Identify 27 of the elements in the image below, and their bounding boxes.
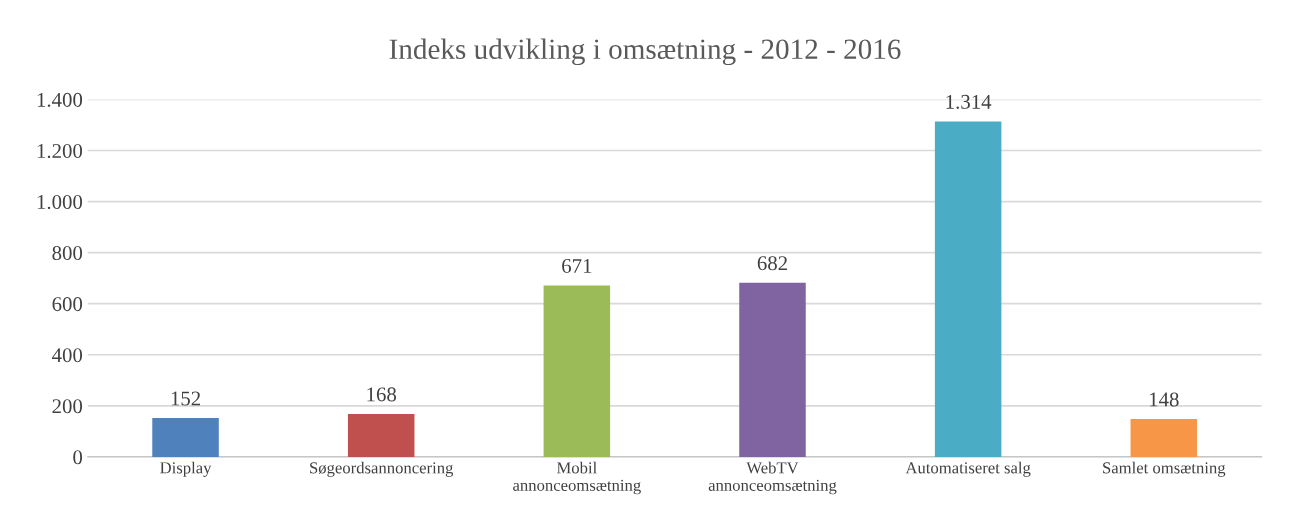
bar: [543, 285, 611, 457]
data-label: 168: [367, 387, 397, 402]
data-label: 1.314: [946, 94, 992, 109]
bar: [347, 413, 415, 457]
x-tick-label: Samlet omsætning: [1103, 461, 1226, 477]
y-tick-label: 200: [52, 399, 83, 414]
bar: [152, 418, 219, 457]
y-tick-label: 1.000: [37, 194, 83, 210]
bar: [1130, 419, 1198, 457]
data-label: 148: [1150, 392, 1179, 407]
y-tick-label: 400: [52, 348, 83, 363]
y-tick-label: 800: [52, 246, 83, 261]
y-tick-label: 0: [73, 450, 83, 465]
data-label: 671: [562, 259, 592, 273]
x-tick-label: Display: [160, 461, 212, 477]
bar: [739, 282, 806, 457]
y-tick-label: 600: [52, 297, 83, 312]
data-label: 152: [171, 391, 201, 406]
x-tick-label: Mobil annonceomsætning: [513, 461, 641, 495]
y-tick-label: 1.400: [37, 92, 83, 107]
x-tick-label: Automatiseret salg: [905, 461, 1031, 477]
y-tick-label: 1.200: [37, 143, 83, 159]
bar: [934, 121, 1002, 457]
x-tick-label: WebTV annonceomsætning: [708, 461, 837, 495]
x-tick-label: Søgeordsannoncering: [310, 461, 454, 477]
chart-title: Indeks udvikling i omsætning - 2012 - 2016: [389, 38, 901, 66]
data-label: 682: [757, 256, 787, 271]
